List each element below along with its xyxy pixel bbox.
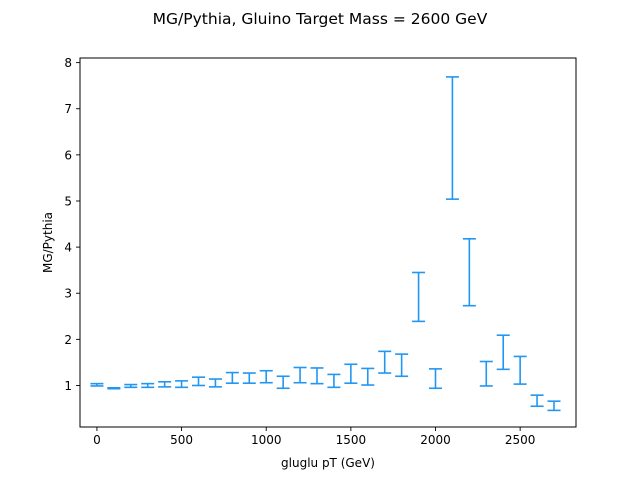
y-tick-label: 3 bbox=[64, 287, 72, 301]
x-tick-label: 0 bbox=[93, 433, 101, 447]
error-bar bbox=[412, 271, 426, 323]
error-bar bbox=[428, 368, 442, 390]
error-bar bbox=[479, 360, 493, 387]
error-bar bbox=[175, 380, 189, 389]
error-bar bbox=[344, 363, 358, 384]
error-bar bbox=[141, 382, 155, 389]
error-bars bbox=[90, 76, 561, 412]
x-tick-label: 1000 bbox=[251, 433, 282, 447]
plot-area-frame bbox=[79, 57, 577, 428]
error-bar bbox=[107, 386, 121, 390]
x-tick-label: 2000 bbox=[420, 433, 451, 447]
error-bar bbox=[259, 369, 273, 384]
x-tick-label: 1500 bbox=[336, 433, 367, 447]
y-tick-label: 6 bbox=[64, 148, 72, 162]
y-tick-label: 2 bbox=[64, 333, 72, 347]
error-bar bbox=[191, 376, 205, 387]
y-tick-label: 8 bbox=[64, 56, 72, 70]
y-tick-label: 5 bbox=[64, 194, 72, 208]
error-bar bbox=[276, 375, 290, 390]
error-bar bbox=[310, 367, 324, 385]
error-bar bbox=[361, 367, 375, 386]
y-axis-ticks: 1 2 3 4 5 6 7 8 bbox=[64, 56, 80, 393]
error-bar bbox=[462, 238, 476, 307]
error-bar bbox=[445, 76, 459, 200]
error-bar bbox=[530, 394, 544, 408]
error-bar bbox=[90, 382, 104, 387]
x-tick-label: 500 bbox=[170, 433, 193, 447]
error-bar bbox=[158, 380, 172, 388]
error-bar bbox=[225, 371, 239, 384]
error-bar bbox=[547, 400, 561, 412]
error-bar bbox=[378, 350, 392, 374]
chart-title: MG/Pythia, Gluino Target Mass = 2600 GeV bbox=[153, 10, 488, 28]
y-tick-label: 4 bbox=[64, 241, 72, 255]
error-bar bbox=[327, 373, 341, 389]
x-axis-ticks: 0 500 1000 1500 2000 2500 bbox=[93, 427, 535, 447]
error-bar bbox=[208, 378, 222, 388]
y-axis-label: MG/Pythia bbox=[41, 212, 55, 273]
error-bar bbox=[395, 353, 409, 378]
x-axis-label: gluglu pT (GeV) bbox=[281, 456, 375, 470]
y-tick-label: 7 bbox=[64, 102, 72, 116]
y-tick-label: 1 bbox=[64, 379, 72, 393]
error-bar bbox=[124, 383, 138, 389]
error-bar bbox=[496, 334, 510, 371]
error-bar bbox=[293, 366, 307, 384]
x-tick-label: 2500 bbox=[505, 433, 536, 447]
error-bar bbox=[513, 355, 527, 385]
error-bar bbox=[242, 372, 256, 384]
